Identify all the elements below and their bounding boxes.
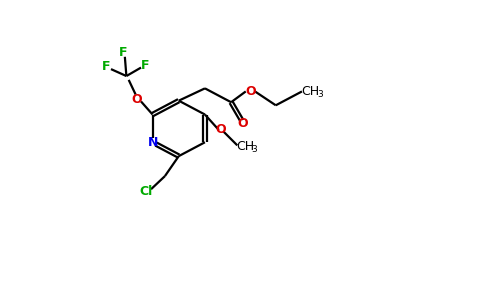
Text: O: O [237,117,248,130]
Text: F: F [102,60,111,73]
Text: O: O [132,93,142,106]
Text: O: O [216,123,227,136]
Text: CH: CH [236,140,254,153]
Text: CH: CH [302,85,319,98]
Text: Cl: Cl [140,185,153,198]
Text: 3: 3 [317,90,322,99]
Text: N: N [148,136,158,149]
Text: F: F [141,59,149,72]
Text: O: O [245,85,256,98]
Text: F: F [119,46,128,59]
Text: 3: 3 [251,146,257,154]
